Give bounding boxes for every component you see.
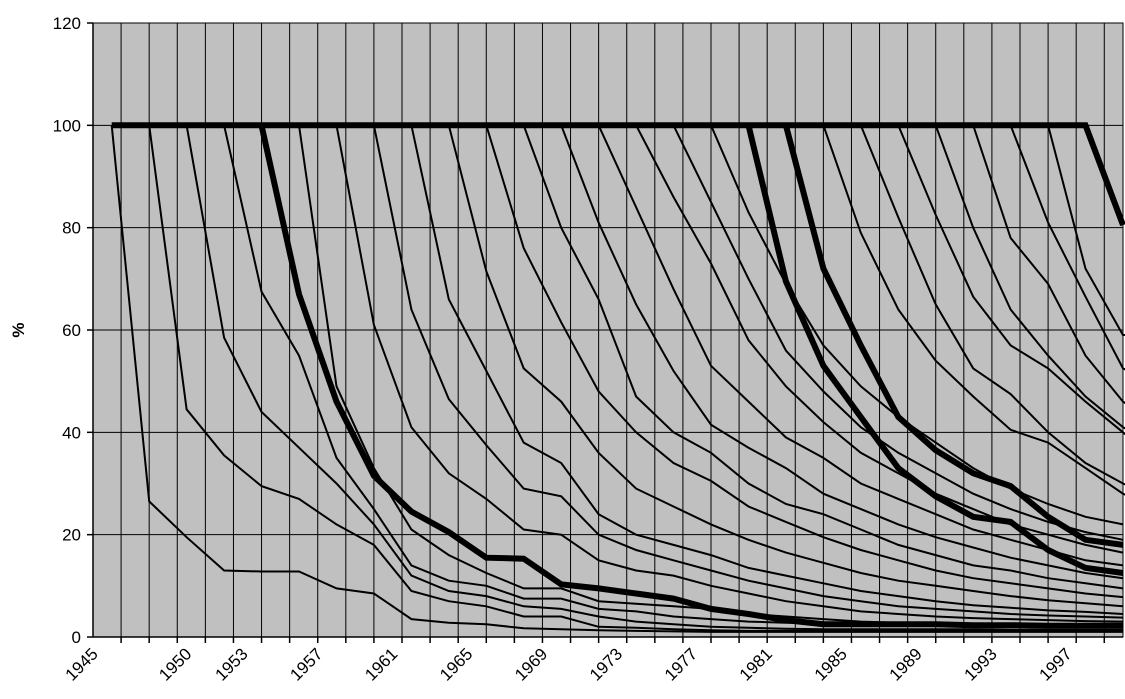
series-line-1970 bbox=[560, 124, 1124, 580]
series-line-1994 bbox=[1009, 124, 1125, 371]
series-line-1946-bold bbox=[111, 122, 1125, 227]
series-line-1992 bbox=[972, 124, 1125, 405]
x-tick-label-1973: 1973 bbox=[586, 644, 626, 684]
series-line-1954-bold bbox=[258, 124, 1123, 629]
series-line-1962 bbox=[410, 125, 1124, 615]
series-line-1966 bbox=[485, 125, 1124, 599]
y-tick-label-20: 20 bbox=[62, 526, 81, 545]
series-line-1976 bbox=[672, 124, 1124, 541]
x-tick-label-1997: 1997 bbox=[1035, 644, 1075, 684]
y-tick-labels: 0 20 40 60 80 100 120 bbox=[53, 14, 81, 647]
series-line-1948 bbox=[148, 125, 1123, 632]
series-line-1974 bbox=[635, 124, 1124, 554]
y-axis-label: % bbox=[9, 322, 28, 337]
x-tick-label-1961: 1961 bbox=[361, 644, 401, 684]
series-line-1996 bbox=[1047, 125, 1125, 337]
x-tick-label-1965: 1965 bbox=[436, 644, 476, 684]
series-line-1988 bbox=[897, 124, 1125, 436]
series-line-1958 bbox=[335, 125, 1124, 623]
x-tick-label-1993: 1993 bbox=[961, 644, 1001, 684]
x-tick-label-1981: 1981 bbox=[736, 644, 776, 684]
series-line-1990 bbox=[934, 124, 1125, 430]
axes bbox=[87, 22, 1123, 643]
x-tick-label-1957: 1957 bbox=[286, 644, 326, 684]
series-lines bbox=[110, 122, 1125, 633]
x-tick-label-1985: 1985 bbox=[811, 644, 851, 684]
series-line-1982-bold bbox=[782, 124, 1124, 548]
series-line-1972 bbox=[597, 124, 1124, 567]
x-tick-labels: 1945 1950 1953 1957 1961 1965 1969 1973 1977 1981… bbox=[62, 644, 1076, 684]
y-tick-label-60: 60 bbox=[62, 321, 81, 340]
series-line-1964 bbox=[447, 125, 1124, 608]
y-tick-label-80: 80 bbox=[62, 219, 81, 238]
y-tick-label-100: 100 bbox=[53, 116, 81, 135]
series-line-1960 bbox=[372, 125, 1124, 619]
y-tick-label-120: 120 bbox=[53, 14, 81, 33]
x-tick-label-1950: 1950 bbox=[155, 644, 195, 684]
series-line-1986 bbox=[859, 124, 1125, 486]
y-tick-label-0: 0 bbox=[72, 628, 81, 647]
x-tick-label-1953: 1953 bbox=[211, 644, 251, 684]
x-tick-label-1945: 1945 bbox=[62, 644, 102, 684]
series-line-1984 bbox=[822, 124, 1125, 496]
x-tick-label-1977: 1977 bbox=[661, 644, 701, 684]
x-tick-label-1969: 1969 bbox=[511, 644, 551, 684]
series-line-1950 bbox=[185, 125, 1123, 631]
x-tick-label-1989: 1989 bbox=[886, 644, 926, 684]
series-line-1980-bold bbox=[745, 124, 1124, 576]
y-tick-label-40: 40 bbox=[62, 423, 81, 442]
series-line-1968 bbox=[522, 124, 1124, 590]
